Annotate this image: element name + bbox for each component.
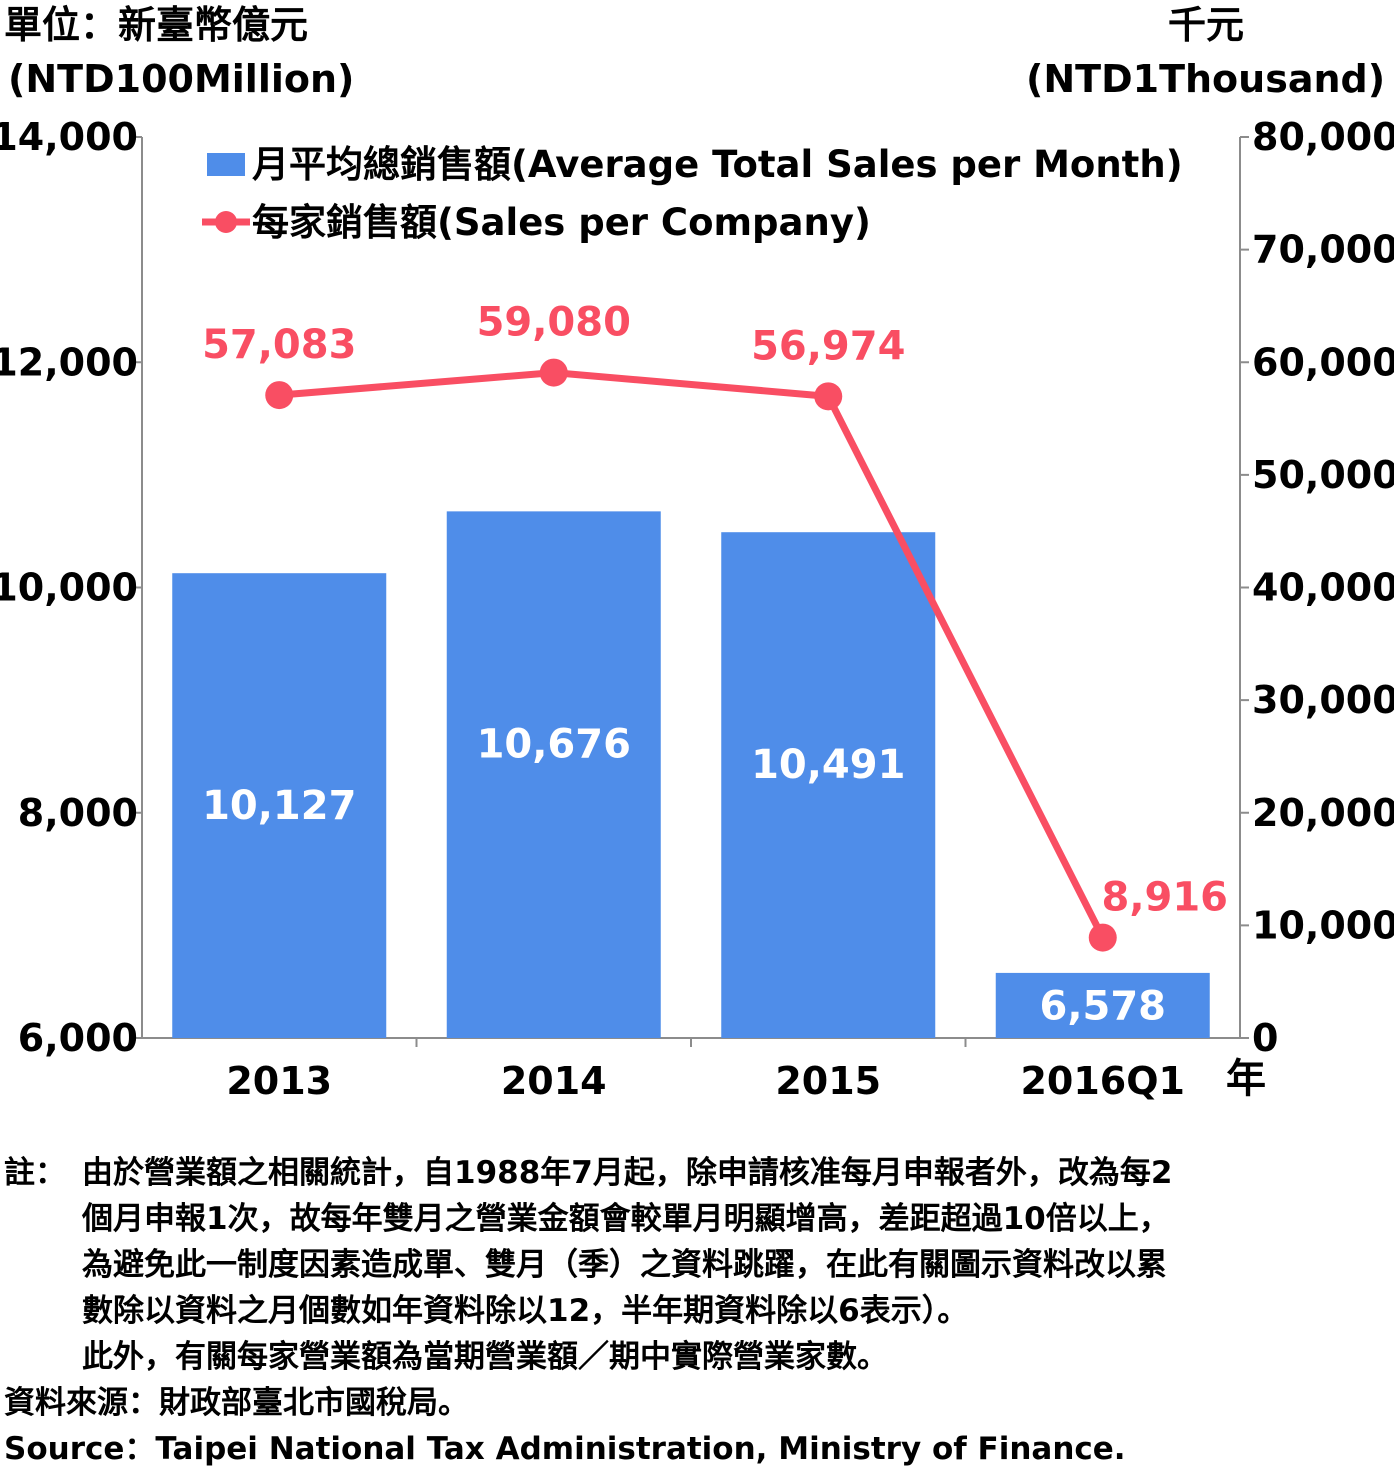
right-tick-labels: 0 10,000 20,000 30,000 40,000 50,000 60,000 70,… (1252, 115, 1394, 1060)
line-value-label: 57,083 (202, 322, 356, 368)
right-tick-label: 0 (1252, 1016, 1278, 1060)
right-tick-label: 20,000 (1252, 791, 1394, 835)
x-tick-label: 2014 (501, 1059, 607, 1103)
combo-chart: 10,127 10,676 10,491 6,578 57,083 59,080 56,9… (0, 115, 1394, 1103)
left-tick-label: 8,000 (18, 791, 138, 835)
left-axis-unit-zh: 單位：新臺幣億元 (4, 3, 309, 47)
bar (995, 972, 1210, 1038)
right-axis-unit-en: (NTD1Thousand) (1026, 57, 1386, 101)
left-tick-labels: 6,000 8,000 10,000 12,000 14,000 (0, 115, 138, 1060)
line-value-label: 59,080 (477, 300, 631, 346)
line-point (539, 358, 568, 387)
left-tick-label: 10,000 (0, 566, 138, 610)
bar-value-label: 10,676 (477, 721, 631, 767)
x-tick-label: 2016Q1 (1020, 1059, 1185, 1103)
note-head: 註： (4, 1155, 66, 1191)
bar-value-label: 6,578 (1039, 983, 1166, 1029)
right-axis-unit-zh: 千元 (1168, 3, 1245, 47)
note-line-3: 為避免此一制度因素造成單、雙月（季）之資料跳躍，在此有關圖示資料改以累 (82, 1247, 1167, 1283)
line-value-label: 8,916 (1101, 875, 1228, 921)
right-tick-label: 40,000 (1252, 566, 1394, 610)
right-tick-label: 50,000 (1252, 453, 1394, 497)
note-line-4: 數除以資料之月個數如年資料除以12，半年期資料除以6表示）。 (82, 1293, 969, 1329)
note-line-2: 個月申報1次，故每年雙月之營業金額會較單月明顯增高，差距超過10倍以上， (82, 1201, 1170, 1237)
legend-line-label: 每家銷售額(Sales per Company) (252, 201, 871, 244)
bar (721, 532, 936, 1038)
right-tick-label: 30,000 (1252, 678, 1394, 722)
x-tick-labels: 2013 2014 2015 2016Q1 年 (226, 1056, 1266, 1103)
left-tick-label: 14,000 (0, 115, 138, 159)
right-tick-label: 70,000 (1252, 228, 1394, 272)
right-tick-label: 80,000 (1252, 115, 1394, 159)
bar-value-label: 10,491 (751, 742, 905, 788)
legend-bar-swatch (207, 153, 245, 176)
left-axis-unit-en: (NTD100Million) (8, 57, 355, 101)
x-tick-label: 2015 (775, 1059, 881, 1103)
source-zh: 資料來源：財政部臺北市國稅局。 (4, 1385, 469, 1421)
left-tick-label: 12,000 (0, 340, 138, 384)
line-point (265, 381, 294, 410)
footnotes: 註： 由於營業額之相關統計，自1988年7月起，除申請核准每月申報者外，改為每2… (4, 1150, 1392, 1472)
x-axis-unit: 年 (1226, 1056, 1266, 1102)
line-point (1088, 923, 1117, 952)
x-tick-label: 2013 (226, 1059, 332, 1103)
line-point (814, 382, 843, 411)
legend: 月平均總銷售額(Average Total Sales per Month) 每家… (202, 143, 1183, 244)
right-tick-label: 60,000 (1252, 340, 1394, 384)
bars-group (172, 511, 1210, 1039)
left-tick-label: 6,000 (18, 1016, 138, 1060)
bar (172, 573, 387, 1038)
line-series-group (265, 358, 1117, 952)
line-value-label: 56,974 (751, 323, 905, 369)
bar (446, 511, 661, 1039)
note-line-5: 此外，有關每家營業額為當期營業額／期中實際營業家數。 (82, 1339, 888, 1375)
legend-line-marker (215, 211, 237, 233)
bar-labels-group: 10,127 10,676 10,491 6,578 (202, 721, 1166, 1029)
right-tick-label: 10,000 (1252, 903, 1394, 947)
note-line-1: 由於營業額之相關統計，自1988年7月起，除申請核准每月申報者外，改為每2 (82, 1155, 1173, 1191)
legend-bar-label: 月平均總銷售額(Average Total Sales per Month) (252, 143, 1183, 186)
line-labels-group: 57,083 59,080 56,974 8,916 (202, 300, 1228, 921)
bar-value-label: 10,127 (202, 783, 356, 829)
source-en: Source：Taipei National Tax Administratio… (4, 1431, 1126, 1467)
sales-per-company-line (278, 369, 1106, 940)
